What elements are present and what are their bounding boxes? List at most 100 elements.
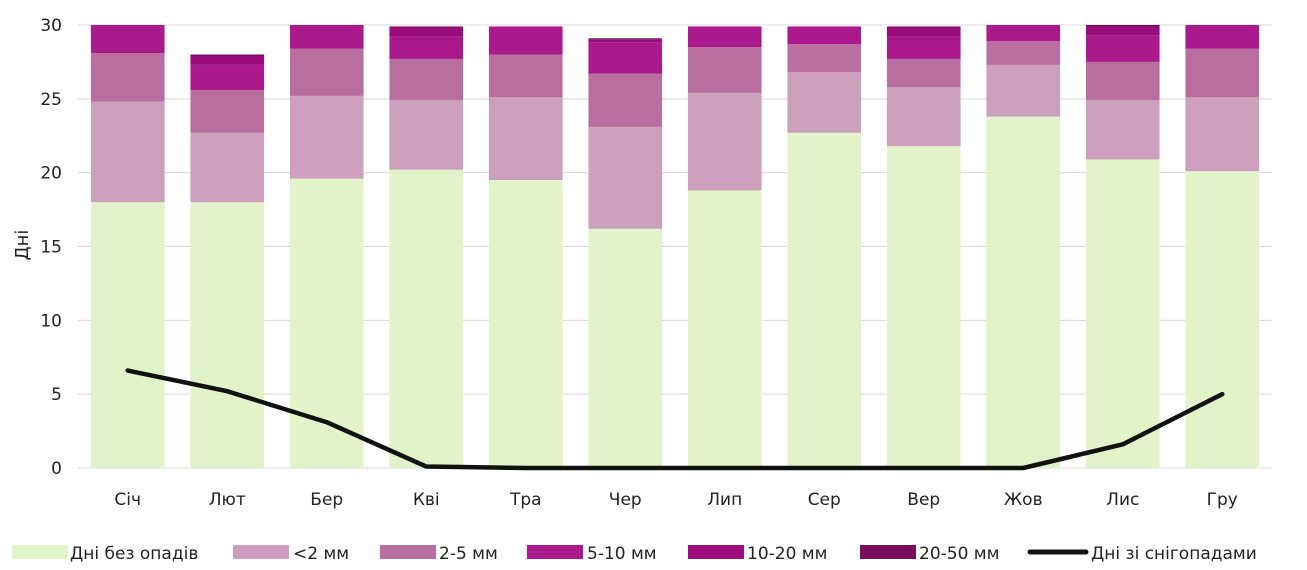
- y-tick-label: 20: [40, 164, 62, 184]
- bar-segment: [787, 26, 861, 44]
- bar-segment: [389, 37, 463, 59]
- legend-swatch: [688, 545, 744, 559]
- legend-item: Дні зі снігопадами: [1030, 544, 1257, 564]
- bar-segment: [588, 229, 662, 468]
- bar-segment: [190, 90, 264, 133]
- bar-segment: [290, 49, 364, 96]
- bar-segment: [190, 65, 264, 90]
- x-tick-label: Лют: [209, 490, 246, 510]
- bar-segment: [588, 74, 662, 127]
- bar-segment: [489, 97, 563, 180]
- x-tick-label: Січ: [114, 490, 141, 510]
- legend-label: 5-10 мм: [587, 544, 657, 564]
- bar-segment: [190, 56, 264, 65]
- bar-segment: [91, 202, 165, 468]
- legend-label: 10-20 мм: [747, 544, 827, 564]
- legend-label: Дні без опадів: [70, 544, 198, 564]
- bar-segment: [489, 180, 563, 468]
- bar-segment: [290, 25, 364, 49]
- y-tick-label: 5: [51, 385, 62, 405]
- legend-item: 5-10 мм: [527, 544, 657, 564]
- legend-label: 2-5 мм: [439, 544, 498, 564]
- x-tick-label: Вер: [907, 490, 940, 510]
- bar-segment: [986, 65, 1060, 117]
- bar-segment: [389, 28, 463, 37]
- legend-swatch: [527, 545, 583, 559]
- bar-segment: [1185, 25, 1259, 49]
- bar-segment: [588, 40, 662, 43]
- bar-segment: [887, 146, 961, 468]
- x-tick-label: Жов: [1004, 490, 1043, 510]
- y-axis-title: Дні: [12, 230, 33, 261]
- bar-segment: [91, 102, 165, 202]
- legend-swatch: [860, 545, 916, 559]
- legend: Дні без опадів <2 мм 2-5 мм 5-10 мм 10-20 мм…: [12, 544, 1257, 564]
- y-tick-label: 10: [40, 311, 62, 331]
- legend-label: 20-50 мм: [919, 544, 999, 564]
- bar-segment: [489, 26, 563, 54]
- bar-segment: [389, 170, 463, 468]
- legend-swatch: [233, 545, 289, 559]
- legend-item: 2-5 мм: [380, 544, 498, 564]
- bar-segment: [986, 117, 1060, 468]
- x-tick-label: Бер: [310, 490, 343, 510]
- bar-segment: [986, 25, 1060, 41]
- bar-segment: [588, 38, 662, 39]
- bar-segment: [190, 133, 264, 202]
- x-tick-label: Гру: [1207, 490, 1238, 510]
- bar-segment: [190, 55, 264, 56]
- bar-segment: [389, 59, 463, 100]
- bar-segment: [887, 26, 961, 27]
- x-tick-label: Сер: [808, 490, 841, 510]
- bar-segment: [1185, 97, 1259, 171]
- bar-segment: [389, 100, 463, 169]
- x-tick-label: Чер: [609, 490, 642, 510]
- bar-segment: [588, 43, 662, 74]
- legend-swatch: [12, 545, 68, 559]
- legend-item: 20-50 мм: [860, 544, 999, 564]
- bar-segment: [1086, 62, 1160, 100]
- legend-item: <2 мм: [233, 544, 349, 564]
- bar-segment: [688, 93, 762, 190]
- bar-segment: [787, 44, 861, 72]
- y-tick-label: 15: [40, 238, 62, 258]
- bar-segment: [389, 26, 463, 27]
- y-tick-label: 25: [40, 90, 62, 110]
- x-tick-label: Тра: [509, 490, 542, 510]
- bar-segment: [787, 133, 861, 468]
- bar-segment: [688, 26, 762, 47]
- bar-segment: [787, 72, 861, 133]
- bar-segment: [1086, 159, 1160, 468]
- legend-label: <2 мм: [293, 544, 349, 564]
- bar-segment: [688, 190, 762, 468]
- legend-item: Дні без опадів: [12, 544, 198, 564]
- bar-segment: [1185, 49, 1259, 98]
- bar-segment: [1086, 35, 1160, 62]
- bar-segment: [91, 53, 165, 102]
- bar-segment: [190, 202, 264, 468]
- bar-segment: [1086, 26, 1160, 35]
- legend-item: 10-20 мм: [688, 544, 827, 564]
- bar-segment: [290, 96, 364, 179]
- bar-segment: [688, 47, 762, 93]
- legend-label: Дні зі снігопадами: [1091, 544, 1257, 564]
- bar-segment: [986, 41, 1060, 65]
- bar-segment: [489, 55, 563, 98]
- y-tick-label: 30: [40, 16, 62, 36]
- bar-segment: [1086, 100, 1160, 159]
- x-tick-label: Лип: [707, 490, 742, 510]
- bar-segment: [1185, 171, 1259, 468]
- x-axis-ticks: Січ Лют Бер Кві Тра Чер Лип Сер Вер Жов Лис Гру: [114, 490, 1237, 510]
- bar-segment: [887, 59, 961, 87]
- bar-segment: [887, 87, 961, 146]
- bar-segment: [588, 127, 662, 229]
- bar-segment: [1086, 25, 1160, 26]
- bar-segment: [887, 28, 961, 37]
- legend-swatch: [380, 545, 436, 559]
- x-tick-label: Кві: [413, 490, 440, 510]
- bar-segment: [91, 25, 165, 53]
- x-tick-label: Лис: [1106, 490, 1139, 510]
